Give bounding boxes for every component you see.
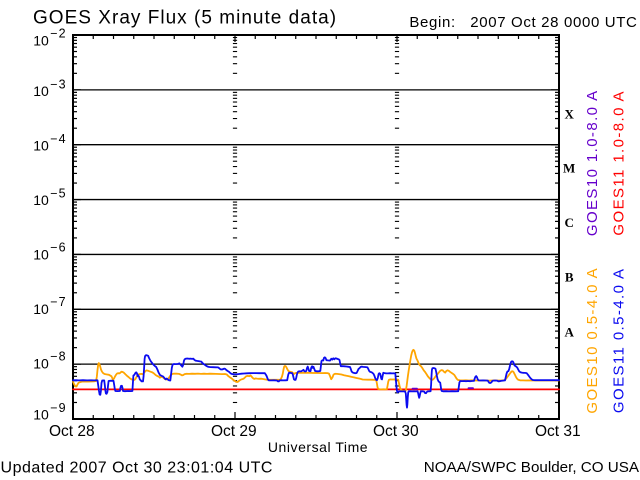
svg-text:10: 10 [33, 247, 49, 263]
svg-text:−9: −9 [50, 401, 67, 415]
svg-text:GOES Xray Flux (5 minute data): GOES Xray Flux (5 minute data) [33, 8, 337, 29]
svg-text:−8: −8 [50, 350, 67, 364]
svg-text:GOES10 1.0-8.0 A: GOES10 1.0-8.0 A [584, 89, 601, 236]
svg-text:GOES11 1.0-8.0 A: GOES11 1.0-8.0 A [611, 90, 628, 236]
svg-text:10: 10 [33, 355, 49, 371]
svg-text:Begin: 2007 Oct 28 0000 UTC: Begin: 2007 Oct 28 0000 UTC [409, 14, 637, 31]
svg-text:NOAA/SWPC Boulder, CO USA: NOAA/SWPC Boulder, CO USA [424, 459, 640, 476]
svg-text:Updated 2007 Oct 30 23:01:04 U: Updated 2007 Oct 30 23:01:04 UTC [1, 460, 273, 477]
svg-text:10: 10 [33, 83, 49, 99]
svg-text:X: X [565, 107, 575, 122]
svg-text:C: C [565, 215, 574, 230]
svg-text:−2: −2 [50, 27, 67, 41]
svg-text:−5: −5 [50, 186, 67, 200]
svg-text:GOES11 0.5-4.0 A: GOES11 0.5-4.0 A [611, 268, 628, 414]
svg-text:GOES10 0.5-4.0 A: GOES10 0.5-4.0 A [584, 267, 601, 414]
svg-text:Oct 29: Oct 29 [211, 423, 257, 440]
svg-text:10: 10 [33, 407, 49, 423]
svg-text:Oct 28: Oct 28 [49, 423, 95, 440]
svg-text:Oct 30: Oct 30 [373, 423, 419, 440]
svg-text:A: A [565, 325, 575, 340]
svg-text:−6: −6 [50, 241, 67, 255]
svg-text:B: B [565, 270, 574, 285]
svg-text:Universal Time: Universal Time [268, 439, 368, 455]
svg-text:−4: −4 [50, 132, 67, 146]
svg-text:−3: −3 [50, 77, 67, 91]
svg-text:10: 10 [33, 138, 49, 154]
svg-text:−7: −7 [50, 295, 67, 309]
svg-text:10: 10 [33, 192, 49, 208]
svg-text:10: 10 [33, 33, 49, 49]
svg-text:Oct 31: Oct 31 [535, 423, 581, 440]
svg-text:10: 10 [33, 301, 49, 317]
svg-text:M: M [563, 161, 575, 176]
